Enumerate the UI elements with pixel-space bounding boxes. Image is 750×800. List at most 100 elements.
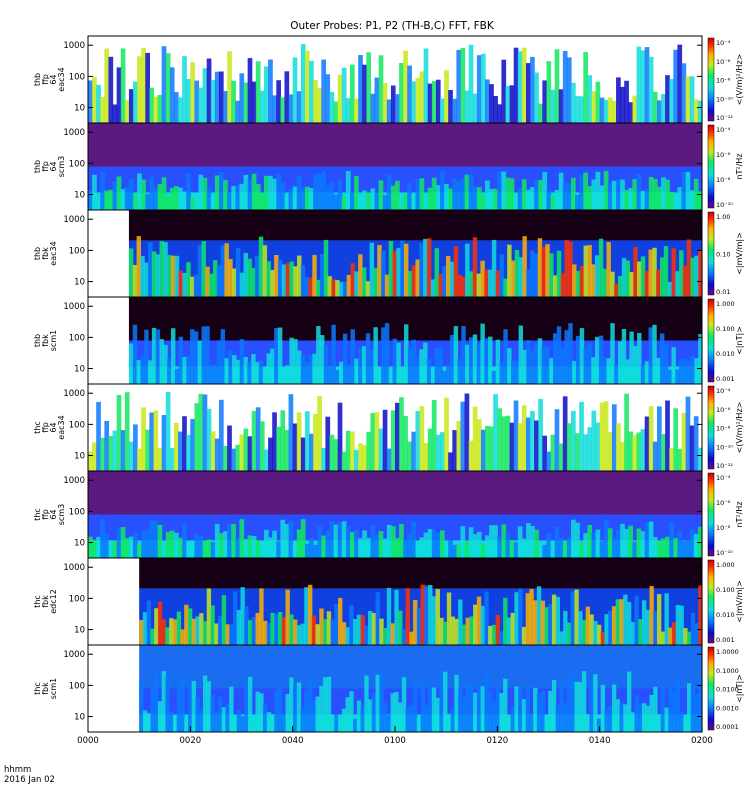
spectral-column xyxy=(549,253,554,297)
spectral-column xyxy=(469,683,474,732)
spectral-column xyxy=(554,189,560,210)
spectral-column xyxy=(686,361,692,384)
spectral-column xyxy=(137,448,142,471)
spectral-column xyxy=(235,185,241,210)
spectral-column xyxy=(648,406,654,471)
spectral-column xyxy=(317,526,322,558)
spectral-column xyxy=(583,434,588,471)
colorbar-tick-label: 10⁻⁸ xyxy=(716,524,731,532)
spectral-column xyxy=(401,628,407,645)
spectral-column xyxy=(178,336,184,384)
spectral-column xyxy=(281,369,287,384)
colorbar-tick-label: 10⁻⁴ xyxy=(716,387,731,395)
spectral-column xyxy=(384,274,390,297)
spectral-column xyxy=(386,587,392,645)
spectral-column xyxy=(373,327,378,384)
spectral-column xyxy=(415,355,420,384)
spectral-column xyxy=(145,529,150,558)
spectral-column xyxy=(689,76,695,123)
spectral-column xyxy=(542,80,548,123)
spectral-column xyxy=(493,188,498,210)
spectral-column xyxy=(202,540,208,558)
spectral-column xyxy=(608,706,613,732)
spectral-column xyxy=(693,99,699,123)
spectral-column xyxy=(345,697,350,732)
spectral-column xyxy=(541,246,546,297)
spectral-column xyxy=(571,519,576,558)
spectral-column xyxy=(157,94,163,123)
spectral-column xyxy=(225,703,230,732)
spectral-column xyxy=(661,94,666,123)
spectral-column xyxy=(137,56,142,123)
spectral-column xyxy=(169,711,174,732)
spectral-column xyxy=(671,347,676,384)
spectral-column xyxy=(323,677,328,732)
spectral-column xyxy=(225,624,230,645)
spectral-column xyxy=(616,179,621,210)
spectral-column xyxy=(525,63,531,123)
spectral-column xyxy=(137,173,142,210)
spectral-column xyxy=(690,612,696,645)
spectral-column xyxy=(544,607,549,645)
spectral-column xyxy=(551,594,557,645)
spectral-column xyxy=(370,93,376,123)
y-tick-label: 100 xyxy=(69,333,85,343)
y-label-line: fbk xyxy=(41,247,50,260)
spectral-column xyxy=(227,192,232,210)
spectral-column xyxy=(427,428,433,471)
spectral-column xyxy=(390,693,395,732)
spectral-column xyxy=(193,331,199,384)
spectral-column xyxy=(345,627,350,645)
colorbar xyxy=(707,37,715,122)
spectral-column xyxy=(579,265,585,297)
spectral-column xyxy=(264,66,269,123)
spectral-column xyxy=(484,269,489,297)
spectral-column xyxy=(178,431,183,471)
spectral-column xyxy=(161,177,167,210)
spectral-column xyxy=(293,266,298,297)
spectral-column xyxy=(637,261,642,297)
spectral-column xyxy=(312,254,317,297)
y-label-line: scm3 xyxy=(57,156,66,177)
spectral-column xyxy=(620,86,625,123)
spectral-column xyxy=(272,95,277,123)
spectral-column xyxy=(513,47,519,124)
spectral-column xyxy=(124,187,130,210)
spectral-column xyxy=(128,441,134,471)
spectral-column xyxy=(236,609,242,645)
spectral-column xyxy=(409,704,414,732)
spectral-column xyxy=(645,610,651,645)
spectral-column xyxy=(386,99,392,123)
colorbar xyxy=(707,472,715,557)
spectral-column xyxy=(337,179,343,210)
spectral-column xyxy=(313,174,318,210)
spectral-column xyxy=(595,81,601,123)
spectral-column xyxy=(169,530,175,558)
spectral-column xyxy=(163,344,168,384)
spectral-column xyxy=(251,411,257,471)
spectral-column xyxy=(640,50,646,123)
spectral-column xyxy=(214,523,220,558)
spectral-column xyxy=(452,98,457,123)
spectral-column xyxy=(427,529,433,558)
spectral-column xyxy=(438,274,443,297)
spectral-column xyxy=(593,621,598,645)
spectral-column xyxy=(510,260,516,297)
spectral-column xyxy=(182,191,187,210)
spectral-column xyxy=(488,336,493,384)
spectral-column xyxy=(240,587,245,645)
spectral-column xyxy=(533,687,538,732)
spectral-column xyxy=(538,103,543,123)
spectral-column xyxy=(251,718,257,732)
spectral-column xyxy=(173,422,179,471)
spectral-column xyxy=(214,175,220,210)
spectral-column xyxy=(673,408,679,471)
spectral-column xyxy=(465,243,470,297)
spectral-column xyxy=(562,541,568,558)
spectral-column xyxy=(669,448,674,471)
spectral-column xyxy=(465,682,470,732)
spectral-column xyxy=(141,407,146,471)
spectral-column xyxy=(450,616,455,645)
spectral-column xyxy=(514,686,519,732)
